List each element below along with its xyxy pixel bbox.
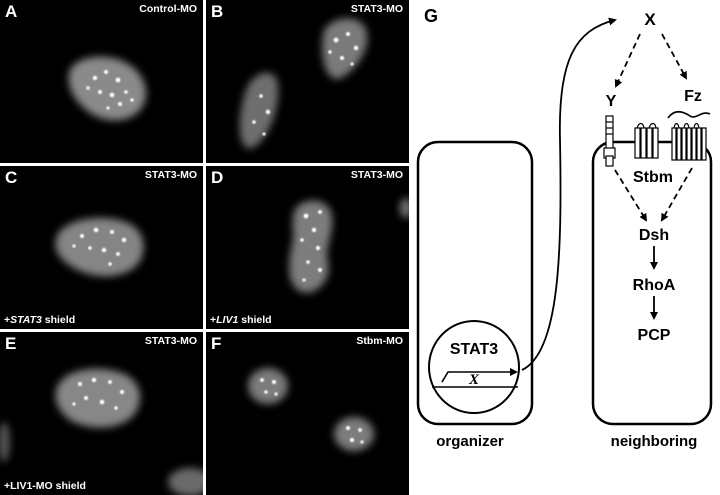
node-fz: Fz — [684, 88, 702, 105]
node-pcp: PCP — [638, 327, 671, 344]
panel-b: B STAT3-MO — [206, 0, 409, 163]
panel-letter: E — [5, 334, 17, 353]
panel-letter: B — [211, 2, 224, 21]
nucleus-image-a — [68, 56, 146, 121]
node-stbm: Stbm — [633, 169, 673, 186]
neighboring-label: neighboring — [611, 433, 698, 450]
panel-letter: C — [5, 168, 18, 187]
gene-x-label: X — [468, 372, 480, 388]
y-receptor — [603, 115, 616, 167]
panel-e: E STAT3-MO +LIV1-MO shield — [0, 332, 203, 495]
nucleus-image-c — [55, 218, 144, 277]
panel-letter: G — [424, 6, 438, 26]
panel-label: Control-MO — [139, 3, 197, 15]
nucleus-outline — [428, 320, 520, 414]
panel-label: Stbm-MO — [356, 335, 403, 347]
signaling-schematic: G STAT3 X organizer X Y Fz Stbm Dsh — [410, 0, 720, 495]
nucleus-image-b — [239, 18, 368, 149]
x-to-y-arrow — [614, 33, 641, 88]
panel-letter: D — [211, 168, 224, 187]
node-rhoa: RhoA — [633, 277, 676, 294]
x-to-fz-arrow — [661, 33, 687, 80]
nucleus-image-f — [248, 368, 374, 451]
node-y: Y — [606, 93, 617, 110]
node-x: X — [644, 10, 656, 29]
panel-label: STAT3-MO — [350, 3, 403, 15]
stat3-label: STAT3 — [450, 341, 498, 358]
panel-c: C STAT3-MO +STAT3 shield — [0, 166, 203, 329]
nucleus-image-e — [0, 368, 203, 495]
panel-letter: A — [5, 2, 18, 21]
panel-d: D STAT3-MO +LIV1 shield — [206, 166, 409, 329]
panel-caption: +LIV1-MO shield — [4, 480, 86, 492]
organizer-cell — [416, 140, 534, 426]
fz-to-dsh-arrow — [661, 167, 693, 222]
panel-caption: +STAT3 shield — [4, 314, 76, 326]
fz-receptor — [667, 110, 711, 161]
stbm-receptor — [634, 122, 659, 159]
panel-a: A Control-MO — [0, 0, 203, 163]
secretion-arrow — [521, 17, 617, 371]
panel-label: STAT3-MO — [144, 169, 197, 181]
organizer-label: organizer — [436, 433, 504, 450]
node-dsh: Dsh — [639, 227, 669, 244]
panel-caption: +LIV1 shield — [210, 314, 272, 326]
panel-label: STAT3-MO — [144, 335, 197, 347]
nucleus-image-d — [289, 198, 409, 293]
panel-letter: F — [211, 334, 222, 353]
transcription-arrow — [441, 368, 518, 383]
panel-f: F Stbm-MO — [206, 332, 409, 495]
panel-label: STAT3-MO — [350, 169, 403, 181]
